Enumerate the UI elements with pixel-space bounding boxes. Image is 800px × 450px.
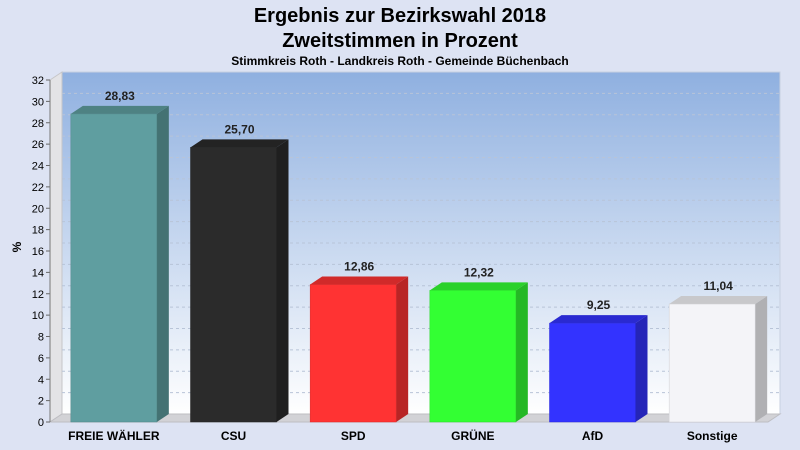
bar-top xyxy=(310,276,409,285)
y-tick-label: 12 xyxy=(32,289,44,301)
x-tick-label: CSU xyxy=(221,429,246,443)
y-tick-label: 10 xyxy=(32,310,44,322)
y-tick-label: 8 xyxy=(38,332,44,344)
bar xyxy=(668,303,756,423)
bar-top xyxy=(549,315,648,324)
y-tick-label: 22 xyxy=(32,182,44,194)
y-axis-label: % xyxy=(10,241,24,252)
y-tick-label: 24 xyxy=(32,161,44,173)
y-tick-label: 32 xyxy=(32,75,44,87)
bar-side xyxy=(276,139,289,423)
data-label: 9,25 xyxy=(587,298,611,312)
data-label: 11,04 xyxy=(703,279,733,293)
bar xyxy=(309,284,397,423)
x-tick-label: SPD xyxy=(341,429,366,443)
bar-side xyxy=(755,296,768,422)
bar-top xyxy=(429,282,528,291)
bar-top xyxy=(70,105,169,114)
y-tick-label: 18 xyxy=(32,225,44,237)
chart-title-line2: Zweitstimmen in Prozent xyxy=(282,30,518,52)
bar-top xyxy=(190,139,289,148)
y-tick-label: 16 xyxy=(32,246,44,258)
x-tick-label: Sonstige xyxy=(687,429,738,443)
plot-background xyxy=(61,71,781,415)
chart-subtitle: Stimmkreis Roth - Landkreis Roth - Gemei… xyxy=(231,54,568,68)
bar-side xyxy=(635,315,648,422)
plot-area: 0246810121416182022242628303228,83FREIE … xyxy=(32,71,782,443)
bar xyxy=(70,113,158,423)
plot-side-wall xyxy=(49,71,63,423)
y-tick-label: 30 xyxy=(32,96,44,108)
bar-side xyxy=(396,276,409,422)
y-tick-label: 2 xyxy=(38,396,44,408)
y-tick-label: 26 xyxy=(32,139,44,151)
bar xyxy=(190,147,277,423)
y-tick-label: 0 xyxy=(38,417,44,429)
data-label: 12,32 xyxy=(464,265,494,279)
y-tick-label: 6 xyxy=(38,353,44,365)
data-label: 28,83 xyxy=(105,89,135,103)
x-tick-label: GRÜNE xyxy=(451,428,494,443)
data-label: 25,70 xyxy=(224,122,254,136)
y-tick-label: 4 xyxy=(38,374,44,386)
bar-side xyxy=(515,282,528,422)
bar xyxy=(429,290,517,423)
y-tick-label: 14 xyxy=(32,267,44,279)
x-tick-label: FREIE WÄHLER xyxy=(68,428,160,443)
x-tick-label: AfD xyxy=(582,429,604,443)
bar-side xyxy=(156,105,169,423)
y-tick-label: 20 xyxy=(32,203,44,215)
data-label: 12,86 xyxy=(344,260,374,274)
chart-title: Ergebnis zur Bezirkswahl 2018 xyxy=(254,5,546,27)
bar xyxy=(549,322,636,423)
y-tick-label: 28 xyxy=(32,118,44,130)
bar-top xyxy=(669,296,768,305)
